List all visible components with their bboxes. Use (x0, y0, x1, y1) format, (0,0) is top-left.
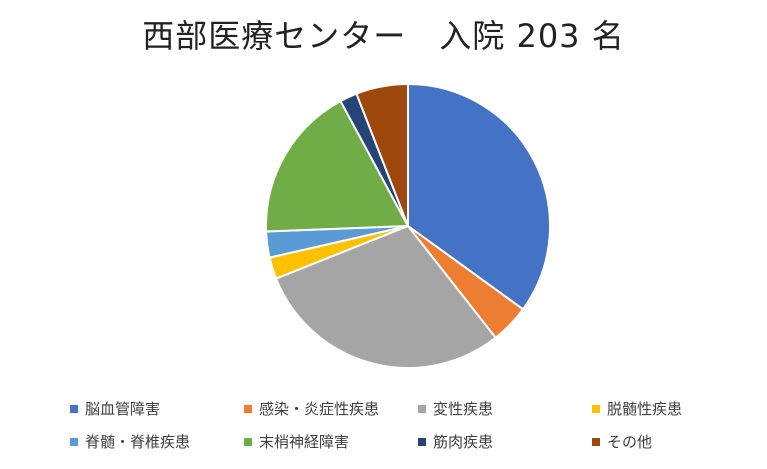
legend-swatch (70, 404, 78, 413)
legend-swatch (592, 437, 600, 446)
legend-item: 末梢神経障害 (244, 431, 418, 452)
legend-label: 末梢神経障害 (259, 433, 350, 451)
legend-swatch (70, 437, 78, 446)
legend-swatch (418, 437, 426, 446)
legend-item: その他 (592, 431, 710, 452)
chart-title: 西部医療センター 入院 203 名 (142, 17, 625, 55)
legend-row-1: 脳血管障害 感染・炎症性疾患 変性疾患 脱髄性疾患 (70, 392, 710, 425)
legend-row-2: 脊髄・脊椎疾患 末梢神経障害 筋肉疾患 その他 (70, 425, 710, 458)
pie-slice-1 (407, 83, 551, 311)
legend-label: 感染・炎症性疾患 (259, 400, 380, 418)
pie-slice-6 (265, 100, 409, 233)
legend-swatch (244, 404, 252, 413)
legend-swatch (592, 404, 600, 413)
legend-label: 脳血管障害 (85, 400, 161, 418)
legend-item: 筋肉疾患 (418, 431, 592, 452)
legend-item: 脳血管障害 (70, 398, 244, 419)
legend-label: 脱髄性疾患 (607, 400, 683, 418)
pie-slice-8 (355, 83, 409, 227)
legend-label: その他 (607, 433, 653, 451)
legend-swatch (418, 404, 426, 413)
legend: 脳血管障害 感染・炎症性疾患 変性疾患 脱髄性疾患 脊髄・脊椎疾患 末梢神経障害… (70, 392, 710, 458)
legend-label: 変性疾患 (433, 400, 494, 418)
legend-item: 脱髄性疾患 (592, 398, 710, 419)
pie-slice-3 (275, 225, 497, 369)
legend-label: 脊髄・脊椎疾患 (85, 433, 191, 451)
legend-item: 感染・炎症性疾患 (244, 398, 418, 419)
legend-label: 筋肉疾患 (433, 433, 494, 451)
legend-item: 脊髄・脊椎疾患 (70, 431, 244, 452)
legend-item: 変性疾患 (418, 398, 592, 419)
legend-swatch (244, 437, 252, 446)
